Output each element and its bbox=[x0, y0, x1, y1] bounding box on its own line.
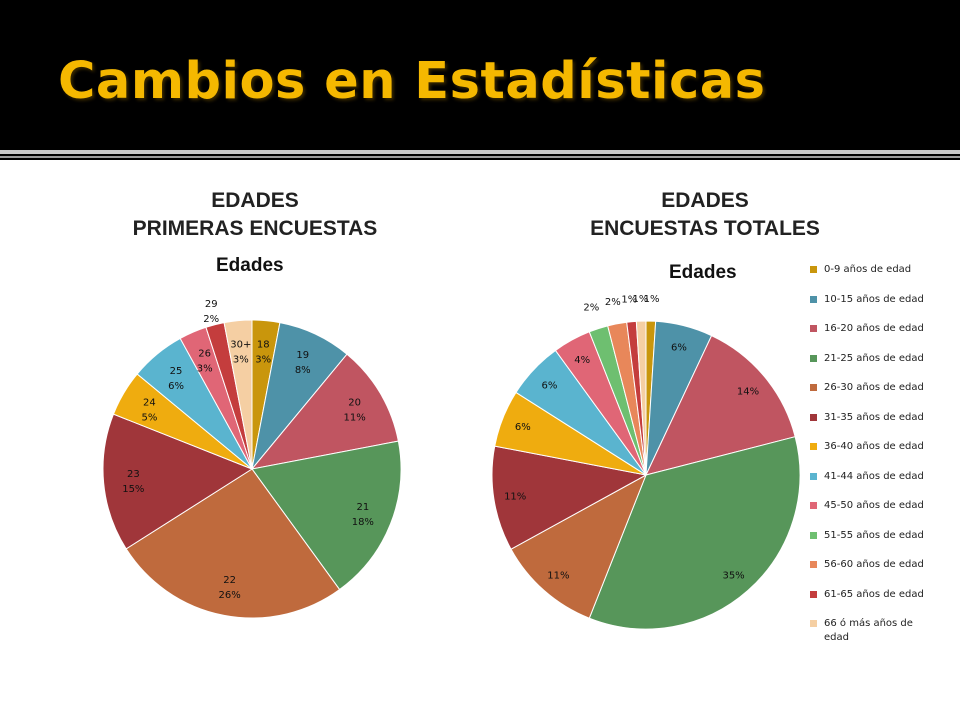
legend-label-10: 56-60 años de edad bbox=[824, 559, 924, 570]
pie1-label-6-pct: 6% bbox=[515, 422, 531, 433]
pie0-label-10-name: 30+ bbox=[230, 339, 251, 350]
pie1-slice-5 bbox=[491, 445, 648, 550]
pie0-label-3-pct: 18% bbox=[352, 517, 374, 528]
pie1-label-12-pct: 1% bbox=[632, 294, 648, 305]
legend-label-1: 10-15 años de edad bbox=[824, 293, 924, 305]
legend-swatch-0 bbox=[810, 266, 817, 273]
pie1-label-7-pct: 6% bbox=[542, 380, 558, 391]
legend-swatch-11 bbox=[810, 590, 817, 598]
legend-item-6: 36-40 años de edad bbox=[810, 440, 930, 470]
legend-item-4: 26-30 años de edad bbox=[810, 381, 930, 411]
slide-header: Cambios en Estadísticas bbox=[0, 0, 960, 150]
legend-item-2: 16-20 años de edad bbox=[810, 322, 930, 352]
legend-label-3: 21-25 años de edad bbox=[824, 352, 924, 364]
legend-swatch-1 bbox=[810, 295, 817, 303]
legend-item-10: 56-60 años de edad bbox=[810, 558, 930, 588]
pie1-slice-4 bbox=[510, 473, 647, 619]
title-divider-thin bbox=[0, 156, 960, 158]
heading-right-line1: EDADES bbox=[661, 189, 749, 212]
pie0-label-5-name: 23 bbox=[127, 469, 140, 480]
legend-label-0: 0-9 años de edad bbox=[824, 264, 912, 275]
pie0-slice-3 bbox=[251, 440, 402, 591]
legend-swatch-10 bbox=[810, 561, 817, 568]
legend-label-11: 61-65 años de edad bbox=[824, 588, 924, 600]
pie0-label-7-pct: 6% bbox=[168, 381, 184, 392]
pie0-label-0-name: 18 bbox=[257, 339, 270, 350]
legend-item-11: 61-65 años de edad bbox=[810, 588, 930, 618]
pie0-label-4-pct: 26% bbox=[219, 590, 241, 601]
pie0-label-9-name: 29 bbox=[205, 299, 218, 310]
heading-left-line1: EDADES bbox=[211, 189, 299, 212]
legend-swatch-7 bbox=[810, 472, 817, 480]
pie0-slice-5 bbox=[102, 413, 254, 550]
pie0-label-0-pct: 3% bbox=[255, 354, 271, 365]
legend-swatch-2 bbox=[810, 325, 817, 332]
pie0-label-8-pct: 3% bbox=[197, 364, 213, 375]
pie0-label-2-name: 20 bbox=[348, 397, 361, 408]
chart-right-title: Edades bbox=[669, 262, 737, 283]
pie1-label-3-pct: 35% bbox=[722, 570, 744, 581]
legend-label-2: 16-20 años de edad bbox=[824, 323, 924, 334]
pie0-label-1-pct: 8% bbox=[295, 365, 311, 376]
heading-left-line2: PRIMERAS ENCUESTAS bbox=[132, 217, 378, 240]
pie0-slice-10 bbox=[223, 319, 253, 470]
pie1-slice-2 bbox=[645, 334, 796, 476]
pie0-label-9-pct: 2% bbox=[203, 314, 219, 325]
pie1-label-10-pct: 2% bbox=[605, 297, 621, 308]
legend-item-7: 41-44 años de edad bbox=[810, 470, 930, 500]
pie1-slice-12 bbox=[635, 320, 647, 476]
legend-swatch-4 bbox=[810, 384, 817, 391]
pie1-label-11-pct: 1% bbox=[621, 295, 637, 306]
legend-item-8: 45-50 años de edad bbox=[810, 499, 930, 529]
legend-swatch-3 bbox=[810, 354, 817, 362]
pie0-label-4-name: 22 bbox=[223, 575, 236, 586]
legend-item-0: 0-9 años de edad bbox=[810, 263, 930, 293]
pie0-label-3-name: 21 bbox=[356, 502, 369, 513]
heading-left: EDADES PRIMERAS ENCUESTAS bbox=[100, 187, 410, 243]
legend-item-3: 21-25 años de edad bbox=[810, 352, 930, 382]
legend-swatch-8 bbox=[810, 502, 817, 509]
legend-item-5: 31-35 años de edad bbox=[810, 411, 930, 441]
pie0-slice-2 bbox=[250, 353, 399, 470]
chart-right-legend: 0-9 años de edad 10-15 años de edad 16-20 … bbox=[810, 263, 930, 647]
pie0-label-6-name: 24 bbox=[143, 397, 156, 408]
pie0-slice-4 bbox=[125, 468, 341, 619]
legend-label-5: 31-35 años de edad bbox=[824, 411, 924, 423]
pie0-label-8-name: 26 bbox=[198, 349, 211, 360]
pie0-label-10-pct: 3% bbox=[233, 354, 249, 365]
legend-label-8: 45-50 años de edad bbox=[824, 500, 924, 511]
pie1-label-0-pct: 1% bbox=[644, 294, 660, 305]
legend-label-7: 41-44 años de edad bbox=[824, 470, 924, 482]
pie1-label-8-pct: 4% bbox=[574, 355, 590, 366]
pie1-label-1-pct: 6% bbox=[671, 343, 687, 354]
pie1-label-5-pct: 11% bbox=[504, 492, 526, 503]
legend-swatch-9 bbox=[810, 531, 817, 539]
pie0-label-6-pct: 5% bbox=[141, 412, 157, 423]
legend-swatch-5 bbox=[810, 413, 817, 421]
pie1-label-2-pct: 14% bbox=[737, 387, 759, 398]
legend-label-6: 36-40 años de edad bbox=[824, 441, 924, 452]
heading-right-line2: ENCUESTAS TOTALES bbox=[590, 217, 820, 240]
legend-label-12: 66 ó más años de edad bbox=[824, 618, 913, 643]
pie1-label-4-pct: 11% bbox=[547, 570, 569, 581]
pie0-label-7-name: 25 bbox=[170, 366, 183, 377]
legend-item-9: 51-55 años de edad bbox=[810, 529, 930, 559]
pie0-label-1-name: 19 bbox=[296, 350, 309, 361]
legend-label-4: 26-30 años de edad bbox=[824, 382, 924, 393]
legend-label-9: 51-55 años de edad bbox=[824, 529, 924, 541]
title-divider bbox=[0, 150, 960, 154]
legend-item-12: 66 ó más años de edad bbox=[810, 617, 930, 647]
chart-left-title: Edades bbox=[216, 255, 284, 276]
legend-swatch-6 bbox=[810, 443, 817, 450]
heading-right: EDADES ENCUESTAS TOTALES bbox=[550, 187, 860, 243]
legend-item-1: 10-15 años de edad bbox=[810, 293, 930, 323]
slide-title: Cambios en Estadísticas bbox=[58, 52, 766, 111]
pie0-label-5-pct: 15% bbox=[122, 484, 144, 495]
pie0-label-2-pct: 11% bbox=[343, 412, 365, 423]
pie1-slice-3 bbox=[588, 436, 801, 630]
pie1-label-9-pct: 2% bbox=[583, 303, 599, 314]
legend-swatch-12 bbox=[810, 620, 817, 627]
